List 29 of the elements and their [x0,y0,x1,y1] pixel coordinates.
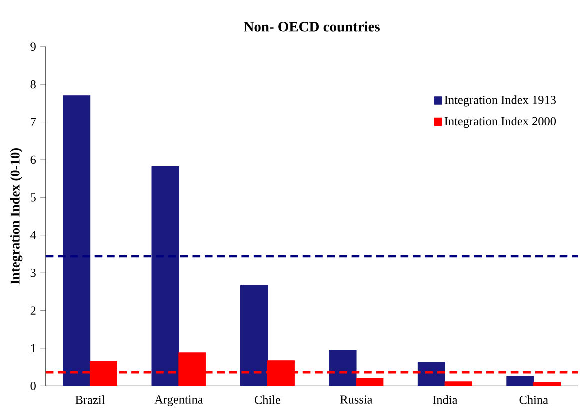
bar [418,362,446,386]
bar [534,382,562,386]
y-tick-label: 0 [30,382,36,390]
x-tick-label: Russia [340,396,373,404]
bar [356,378,384,386]
chart-title: Non- OECD countries [244,22,380,32]
bar [329,350,357,386]
bar [152,166,180,386]
y-tick-label: 9 [30,42,36,51]
y-tick-label: 8 [30,80,36,89]
y-tick-label: 7 [31,118,36,126]
bar [506,376,534,386]
bar [240,286,268,386]
y-tick-label: 1 [31,344,36,352]
x-tick-label: Argentina [154,396,204,406]
y-axis-title: Integration Index (0-10) [10,148,23,285]
bar [444,382,472,386]
x-tick-label: Brazil [76,396,105,404]
y-tick-label: 4 [30,231,36,240]
x-tick-label: India [433,396,458,404]
x-tick-label: Chile [254,396,281,404]
y-tick-label: 3 [30,268,36,278]
y-tick-label: 6 [30,156,36,164]
x-tick-label: China [520,396,548,404]
legend-label: Integration Index 2000 [444,116,556,128]
y-tick-label: 2 [30,306,36,315]
legend-label: Integration Index 1913 [444,96,556,107]
bar [63,96,91,386]
y-tick-label: 5 [31,194,36,202]
